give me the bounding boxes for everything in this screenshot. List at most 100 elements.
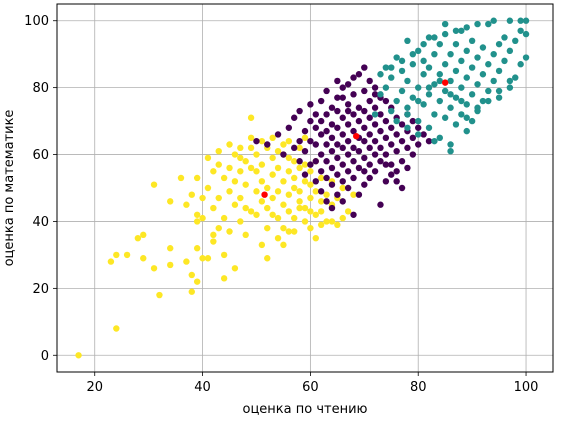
data-point xyxy=(301,204,309,212)
data-point xyxy=(220,174,228,182)
data-point xyxy=(409,61,417,68)
data-point xyxy=(415,131,422,138)
centroid-point xyxy=(441,79,449,86)
data-point xyxy=(355,71,363,78)
data-point xyxy=(317,117,325,125)
data-point xyxy=(463,127,470,135)
data-point xyxy=(150,181,158,188)
data-point xyxy=(188,191,195,198)
data-point xyxy=(366,174,373,182)
data-point xyxy=(204,255,212,262)
data-point xyxy=(285,191,293,198)
data-point xyxy=(388,124,395,131)
data-point xyxy=(517,61,524,68)
x-tick-label: 60 xyxy=(302,380,319,395)
data-point xyxy=(361,124,368,131)
data-point xyxy=(490,17,497,24)
data-point xyxy=(296,198,303,205)
data-point xyxy=(264,184,271,192)
data-point xyxy=(366,77,373,85)
data-point xyxy=(328,164,336,172)
data-point xyxy=(199,194,206,202)
data-point xyxy=(296,164,303,172)
data-point xyxy=(301,134,309,142)
data-point xyxy=(199,214,206,222)
data-point xyxy=(231,151,239,158)
data-point xyxy=(468,37,476,44)
data-point xyxy=(517,17,524,24)
data-points xyxy=(75,17,530,359)
data-point xyxy=(312,158,319,165)
data-point xyxy=(436,77,443,85)
data-point xyxy=(269,211,276,218)
data-point xyxy=(361,107,368,115)
data-point xyxy=(291,214,298,222)
data-point xyxy=(409,151,417,158)
data-point xyxy=(323,111,330,118)
data-point xyxy=(134,234,142,242)
data-point xyxy=(393,54,400,61)
data-point xyxy=(382,134,390,142)
data-point xyxy=(366,114,373,121)
data-point xyxy=(323,191,330,198)
data-point xyxy=(183,201,190,208)
data-point xyxy=(188,271,195,279)
axis-ticks: 20 40 60 80 100 0 20 40 60 80 100 xyxy=(24,14,538,395)
data-point xyxy=(458,57,465,65)
data-point xyxy=(296,204,303,212)
data-point xyxy=(226,141,233,148)
data-point xyxy=(415,84,422,91)
data-point xyxy=(317,221,325,228)
data-point xyxy=(323,174,330,182)
data-point xyxy=(312,141,319,148)
data-point xyxy=(344,137,352,145)
data-point xyxy=(75,352,82,359)
data-point xyxy=(193,174,201,182)
data-point xyxy=(377,201,384,208)
data-point xyxy=(312,124,319,131)
data-point xyxy=(382,117,390,125)
data-point xyxy=(474,20,481,28)
data-point xyxy=(301,127,309,135)
data-point xyxy=(334,171,341,178)
data-point xyxy=(193,245,201,252)
data-point xyxy=(177,174,185,182)
data-point xyxy=(307,168,314,175)
data-point xyxy=(339,214,346,222)
data-point xyxy=(167,261,174,269)
data-point xyxy=(377,127,384,135)
data-point xyxy=(382,151,390,158)
data-point xyxy=(334,124,341,131)
data-point xyxy=(307,194,314,202)
y-tick-label: 100 xyxy=(24,14,49,29)
data-point xyxy=(269,194,276,202)
data-point xyxy=(210,231,217,239)
data-point xyxy=(404,124,411,131)
data-point xyxy=(382,97,390,105)
data-point xyxy=(339,144,346,152)
data-point xyxy=(371,104,379,111)
data-point xyxy=(485,20,492,28)
data-point xyxy=(474,104,481,111)
data-point xyxy=(371,151,379,158)
data-point xyxy=(425,124,433,131)
data-point xyxy=(339,114,346,121)
data-point xyxy=(495,67,503,75)
data-point xyxy=(452,94,460,101)
data-point xyxy=(344,151,352,158)
data-point xyxy=(468,117,476,125)
data-point xyxy=(431,50,438,58)
data-point xyxy=(301,178,309,185)
y-tick-label: 60 xyxy=(32,148,49,163)
data-point xyxy=(210,238,217,245)
data-point xyxy=(323,87,330,95)
data-point xyxy=(291,144,298,152)
data-point xyxy=(350,191,357,198)
data-point xyxy=(280,201,287,208)
data-point xyxy=(436,40,443,48)
data-point xyxy=(193,218,201,225)
data-point xyxy=(123,251,131,259)
data-point xyxy=(506,47,514,55)
data-point xyxy=(344,81,352,88)
data-point xyxy=(522,17,530,24)
